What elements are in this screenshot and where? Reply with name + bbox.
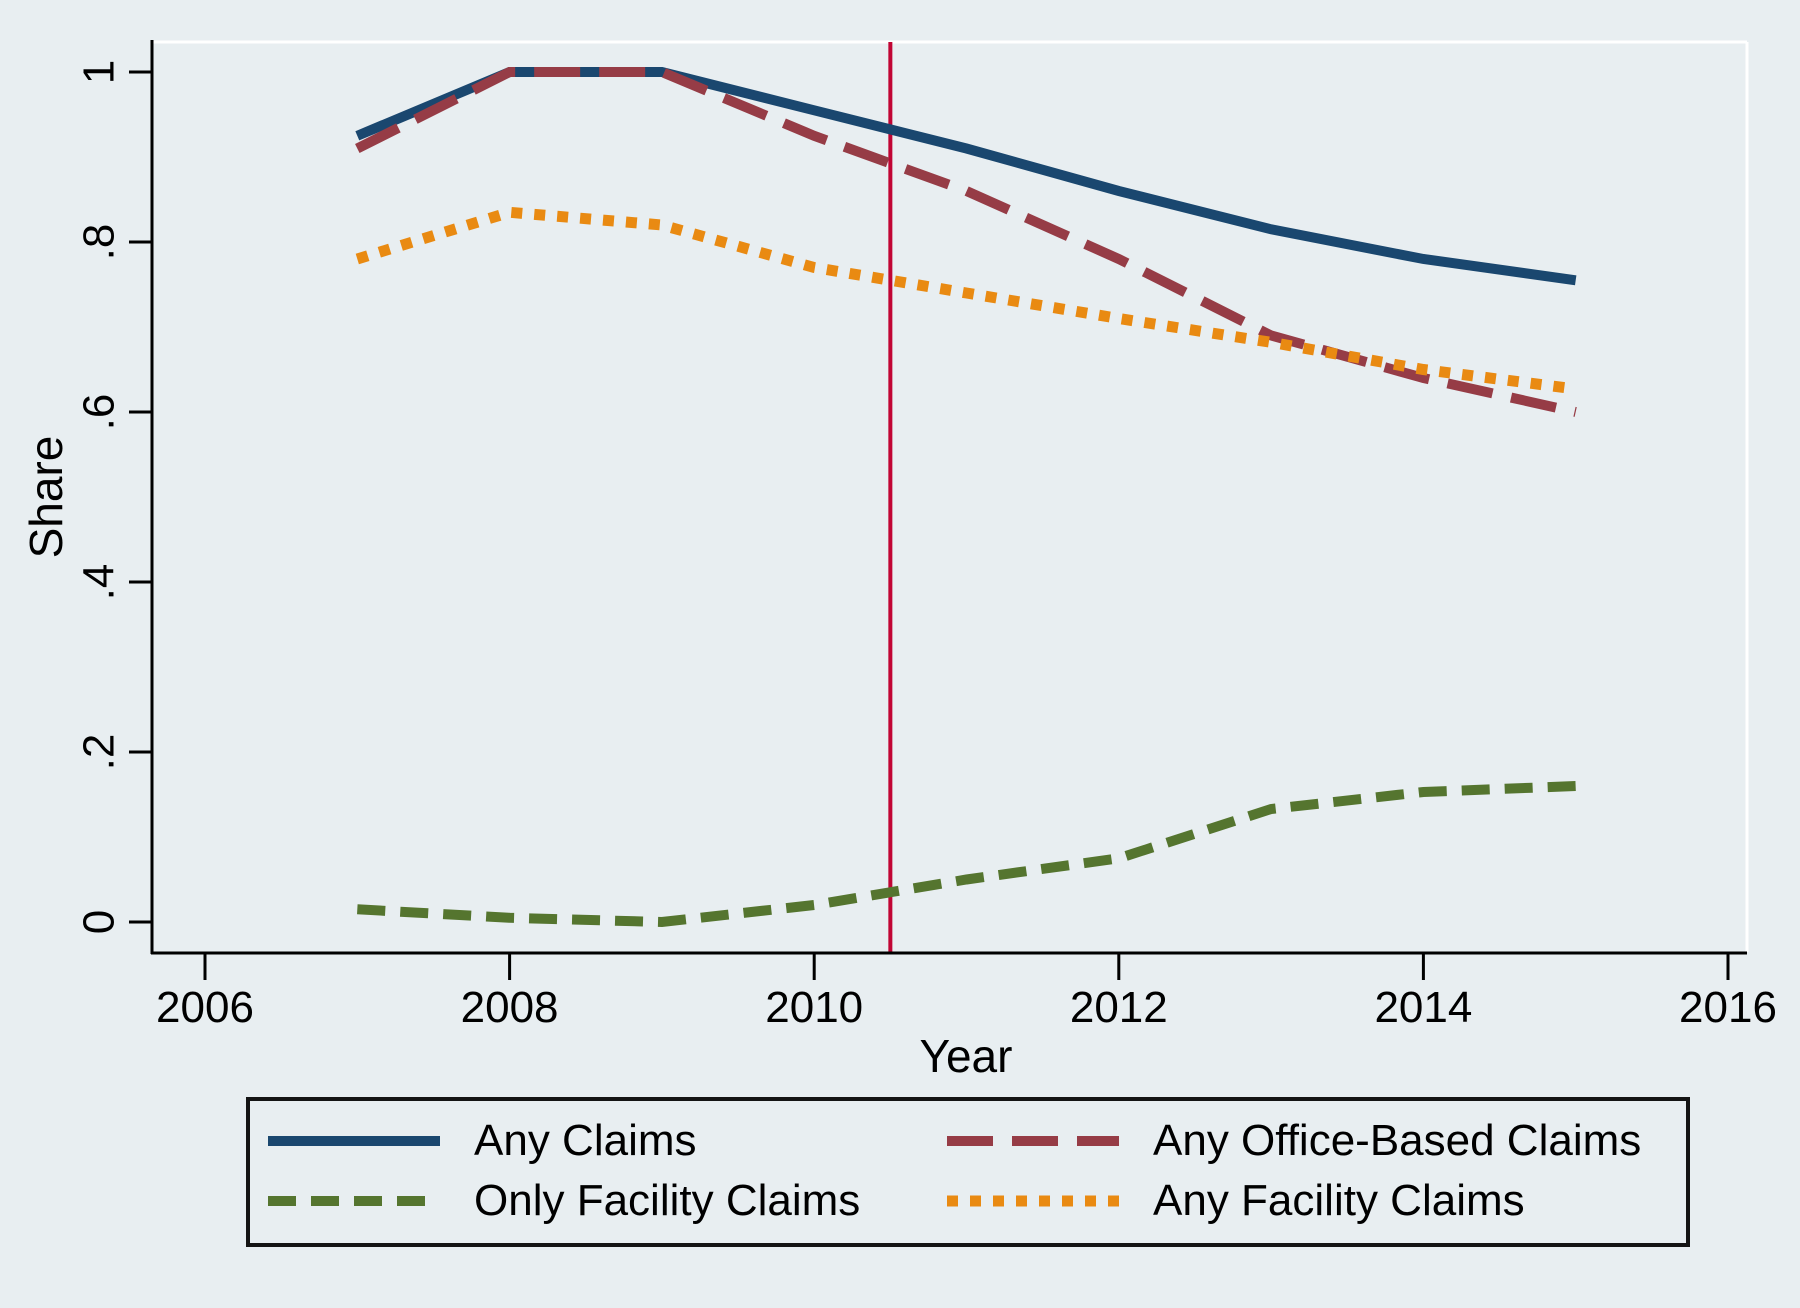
legend-entry-any-claims: Any Claims <box>250 1119 947 1163</box>
legend-entry-any-facility-claims: Any Facility Claims <box>947 1179 1686 1223</box>
series-line-any-claims <box>355 67 1577 286</box>
y-tick-label: .8 <box>75 224 124 261</box>
legend-label-any-facility-claims: Any Facility Claims <box>1153 1176 1525 1225</box>
y-tick-label: 1 <box>75 60 124 84</box>
legend-entry-any-office-based-claims: Any Office-Based Claims <box>947 1119 1686 1163</box>
legend-swatch-any-office-based-claims <box>947 1136 1119 1146</box>
series-line-only-facility-claims <box>357 781 1576 928</box>
plot-background-layer <box>153 40 1749 952</box>
x-tick-label: 2010 <box>765 983 863 1032</box>
axes-layer <box>129 40 1747 980</box>
y-tick-label: 0 <box>75 910 124 934</box>
legend-label-only-facility-claims: Only Facility Claims <box>474 1176 861 1225</box>
x-tick-label: 2014 <box>1374 983 1472 1032</box>
x-tick-label: 2012 <box>1070 983 1168 1032</box>
legend-entry-only-facility-claims: Only Facility Claims <box>250 1179 947 1223</box>
y-axis-title: Share <box>20 436 72 559</box>
x-tick-label: 2016 <box>1679 983 1777 1032</box>
y-tick-label: .4 <box>75 564 124 601</box>
legend-swatch-any-claims <box>268 1136 440 1146</box>
legend-swatch-any-facility-claims <box>947 1195 1119 1207</box>
labels-layer: 0 .2 .4 .6 .8 1 2006 2008 2010 2012 2014 2016 Share Y… <box>20 60 1777 1082</box>
legend: Any Claims Any Office-Based Claims Only … <box>246 1097 1690 1247</box>
series-line-any-facility-claims <box>355 206 1577 395</box>
series-layer <box>355 67 1577 928</box>
x-tick-label: 2008 <box>461 983 559 1032</box>
legend-swatch-only-facility-claims <box>268 1196 440 1206</box>
y-tick-label: .2 <box>75 734 124 771</box>
x-tick-label: 2006 <box>156 983 254 1032</box>
x-axis-title: Year <box>920 1030 1013 1082</box>
series-line-any-office-based-claims <box>355 67 1577 417</box>
legend-label-any-office-based-claims: Any Office-Based Claims <box>1153 1116 1642 1165</box>
y-tick-label: .6 <box>75 394 124 431</box>
legend-label-any-claims: Any Claims <box>474 1116 697 1165</box>
